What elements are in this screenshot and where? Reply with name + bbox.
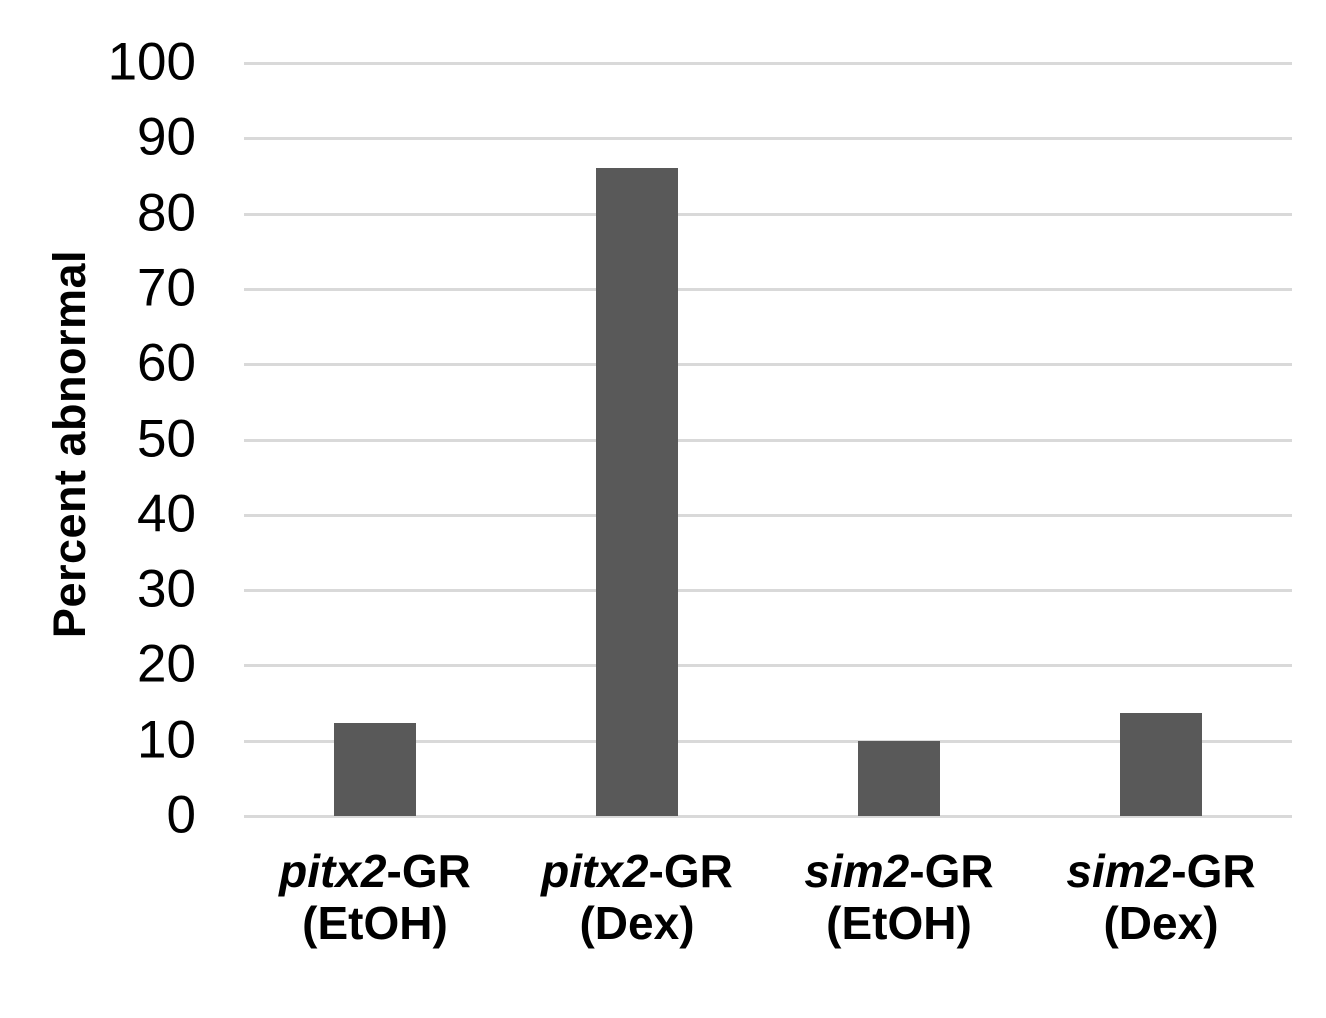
gridline-60: [244, 363, 1292, 367]
gene-suffix: -GR: [1171, 845, 1256, 897]
treatment-label: (EtOH): [826, 896, 972, 949]
gridline-70: [244, 287, 1292, 291]
y-tick-label-40: 40: [137, 484, 196, 544]
gene-name: sim2: [804, 845, 910, 897]
gene-name: pitx2: [279, 845, 387, 897]
gridline-40: [244, 513, 1292, 517]
x-label-line1: sim2-GR: [768, 845, 1030, 898]
gene-suffix: -GR: [648, 845, 733, 897]
gridline-80: [244, 212, 1292, 216]
y-tick-label-20: 20: [137, 634, 196, 694]
y-tick-label-50: 50: [137, 408, 196, 468]
y-tick-label-90: 90: [137, 107, 196, 167]
treatment-label: (EtOH): [302, 896, 448, 949]
plot-area: [244, 62, 1292, 818]
y-tick-label-70: 70: [137, 258, 196, 318]
y-tick-label-80: 80: [137, 183, 196, 243]
y-tick-label-10: 10: [137, 710, 196, 770]
y-tick-label-60: 60: [137, 333, 196, 393]
x-category-label-1: pitx2-GR (EtOH): [244, 845, 506, 950]
gridline-50: [244, 438, 1292, 442]
bar-pitx2-GR (Dex): [596, 168, 678, 816]
gene-name: sim2: [1066, 845, 1172, 897]
x-category-label-4: sim2-GR (Dex): [1030, 845, 1292, 950]
y-tick-label-0: 0: [166, 785, 196, 845]
gridline-100: [244, 62, 1292, 65]
x-category-label-3: sim2-GR (EtOH): [768, 845, 1030, 950]
bar-pitx2-GR (EtOH): [334, 722, 416, 816]
gridline-30: [244, 589, 1292, 593]
gene-suffix: -GR: [386, 845, 471, 897]
x-label-line1: sim2-GR: [1030, 845, 1292, 898]
gridline-10: [244, 739, 1292, 743]
bar-sim2-GR (EtOH): [858, 741, 940, 816]
y-tick-label-100: 100: [107, 32, 196, 92]
x-label-line1: pitx2-GR: [244, 845, 506, 898]
gene-name: pitx2: [541, 845, 649, 897]
gridline-0: [244, 815, 1292, 818]
gridline-20: [244, 664, 1292, 668]
x-label-line1: pitx2-GR: [506, 845, 768, 898]
gridline-90: [244, 137, 1292, 141]
x-category-label-2: pitx2-GR (Dex): [506, 845, 768, 950]
y-tick-label-30: 30: [137, 559, 196, 619]
bar-sim2-GR (Dex): [1120, 712, 1202, 816]
treatment-label: (Dex): [579, 896, 695, 949]
y-axis-title: Percent abnormal: [44, 249, 95, 639]
gene-suffix: -GR: [909, 845, 994, 897]
treatment-label: (Dex): [1103, 896, 1219, 949]
